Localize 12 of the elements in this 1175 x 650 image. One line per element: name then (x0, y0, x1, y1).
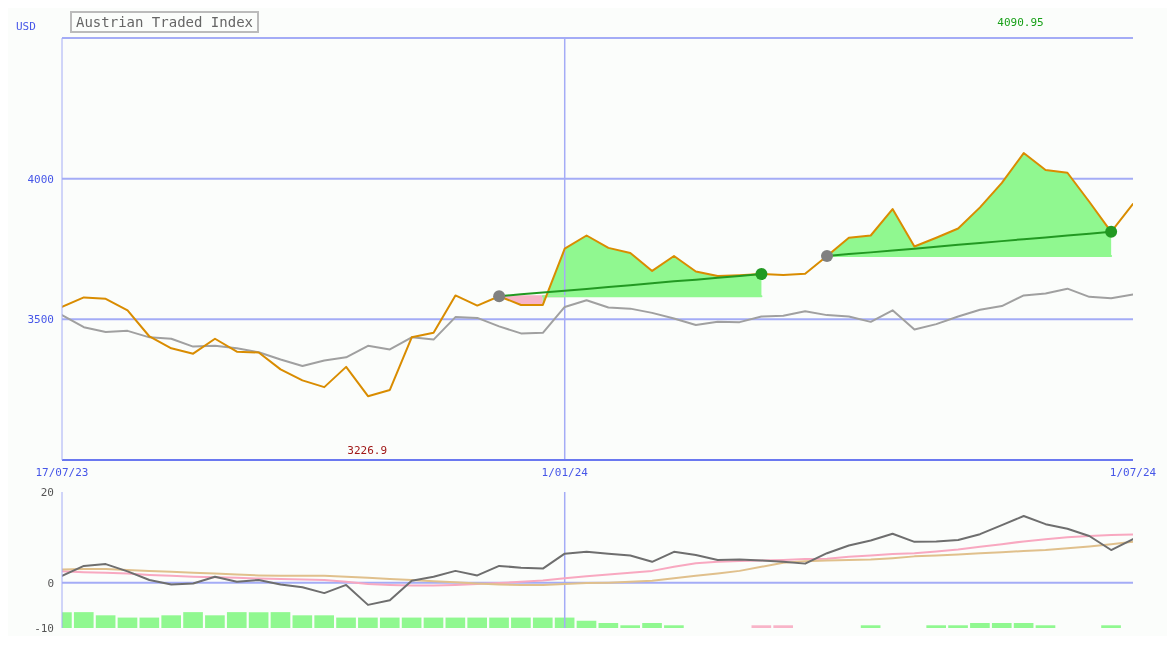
y-tick-label: -10 (34, 621, 54, 635)
y-tick-label: 0 (47, 576, 54, 590)
text: 4090.95 (997, 16, 1044, 29)
x-tick-label: 1/07/24 (1109, 465, 1157, 479)
x-tick-label: 1/01/24 (541, 465, 589, 479)
y-axis-title: USD (16, 20, 36, 33)
x-tick-label: 17/07/23 (35, 465, 89, 479)
chart-title: Austrian Traded Index (76, 14, 254, 30)
y-tick-label: 3500 (27, 313, 54, 327)
y-tick-label: 20 (40, 485, 54, 499)
annotation: 3226.9 (347, 444, 388, 457)
y-tick-label: 4000 (27, 172, 54, 186)
